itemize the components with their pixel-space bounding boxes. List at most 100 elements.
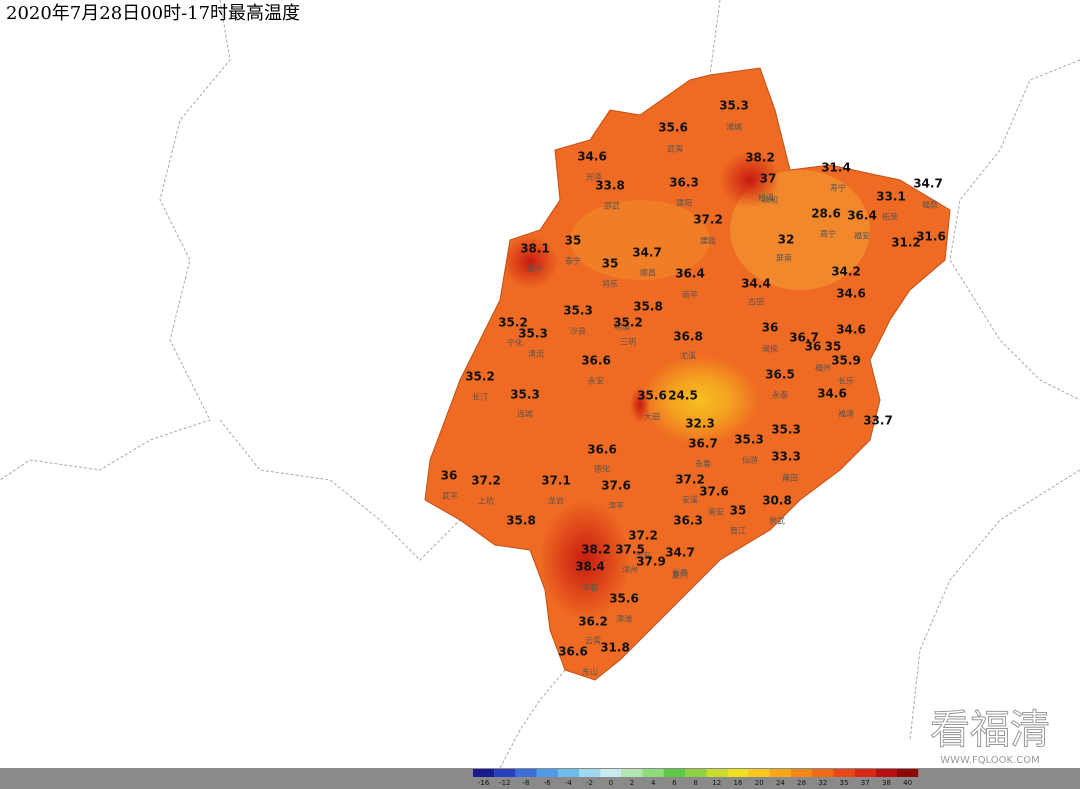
city-name: 福清	[838, 409, 854, 419]
city-name: 宁化	[507, 338, 523, 348]
temperature: 35.3	[734, 433, 764, 447]
city-name: 闽侯	[762, 345, 778, 354]
temperature: 36.4	[675, 267, 705, 281]
city-name: 沙县	[570, 327, 586, 336]
legend-swatch	[748, 769, 770, 777]
borders	[0, 0, 1080, 769]
temperature: 34.6	[836, 287, 866, 301]
city-name: 武平	[442, 491, 458, 501]
legend-tick: 28	[797, 779, 806, 787]
legend-tick: 2	[630, 779, 634, 787]
city-name: 福州	[815, 364, 831, 373]
temperature: 35	[825, 340, 842, 354]
temperature: 36.3	[669, 176, 699, 190]
temperature: 37.9	[636, 555, 666, 569]
heat-areas	[502, 152, 870, 620]
legend-tick: -6	[544, 779, 552, 787]
temperature: 34.4	[741, 277, 771, 291]
temperature: 38.2	[745, 151, 775, 165]
temperature-labels: 35.3 35.6 38.2 37 34.6 33.8 36.3 31.4 33.1 34.7 28…	[441, 99, 946, 659]
temperature: 38.4	[575, 560, 605, 574]
city-name: 东山	[582, 667, 598, 677]
temperature: 34.7	[632, 246, 662, 260]
city-name: 福鼎	[922, 201, 938, 210]
temperature: 36.4	[847, 209, 877, 223]
temperature: 35.2	[465, 370, 495, 384]
temperature: 35.8	[506, 514, 536, 528]
city-name: 柘荣	[882, 212, 898, 222]
legend-tick: -8	[523, 779, 530, 787]
city-name: 漳州	[622, 565, 638, 575]
city-name: 漳平	[608, 501, 624, 511]
temperature: 34.6	[817, 387, 847, 401]
legend-swatch	[536, 769, 558, 777]
temperature: 34.6	[836, 323, 866, 337]
legend-tick: 38	[882, 779, 891, 787]
legend-swatch	[494, 769, 516, 777]
city-name: 德化	[594, 464, 610, 474]
temperature: 34.6	[577, 150, 607, 164]
temperature: 36.5	[765, 368, 795, 382]
temperature: 35.9	[831, 354, 861, 368]
temperature: 35.6	[637, 389, 667, 403]
legend: -16 -12 -8 -6 -4 -2 0 2 4 6 8 12 16 20 24 28 32 35 37 38 40	[473, 769, 919, 787]
temperature: 33.7	[863, 414, 893, 428]
temperature: 32.3	[685, 417, 715, 431]
city-name: 华安	[635, 551, 651, 561]
legend-tick: 12	[712, 779, 721, 787]
temperature: 35.3	[719, 99, 749, 113]
temperature: 36.6	[587, 443, 617, 457]
city-name: 尤溪	[680, 351, 696, 361]
city-name: 建阳	[676, 198, 692, 208]
temperature: 36	[441, 469, 458, 483]
legend-tick: 6	[672, 779, 677, 787]
legend-swatch	[875, 769, 897, 777]
legend-tick: 20	[755, 779, 764, 787]
temperature: 37.2	[693, 213, 723, 227]
temperature: 37.1	[541, 474, 571, 488]
temperature: 37.2	[628, 529, 658, 543]
temperature: 35.6	[658, 121, 688, 135]
legend-swatch	[833, 769, 855, 777]
city-name: 崇武	[769, 516, 785, 526]
city-name: 南平	[682, 290, 698, 300]
legend-swatch	[769, 769, 791, 777]
legend-swatch	[685, 769, 707, 777]
city-name: 莆田	[782, 473, 798, 483]
legend-tick: 32	[818, 779, 827, 787]
city-name: 厦门	[672, 570, 688, 580]
legend-swatch	[706, 769, 728, 777]
temperature: 35.3	[771, 423, 801, 437]
city-name: 云霄	[585, 637, 601, 646]
city-name: 安溪	[682, 495, 698, 505]
temperature: 35	[602, 257, 619, 271]
legend-tick: 4	[651, 779, 656, 787]
watermark-url: WWW.FQLOOK.COM	[940, 755, 1040, 766]
city-name: 泰宁	[565, 256, 581, 266]
temperature: 34.7	[665, 546, 695, 560]
city-name: 福安	[854, 231, 870, 241]
city-name: 顺昌	[640, 269, 656, 278]
temperature: 31.2	[891, 236, 921, 250]
temperature: 36	[762, 321, 779, 335]
legend-swatch	[642, 769, 664, 777]
temperature: 35.6	[609, 592, 639, 606]
city-name: 古田	[748, 297, 764, 307]
temperature: 33.1	[876, 190, 906, 204]
temperature: 30.8	[762, 494, 792, 508]
city-name: 南安	[708, 507, 724, 517]
city-name: 长汀	[472, 392, 488, 402]
legend-tick: -2	[586, 779, 593, 787]
city-name: 上杭	[478, 496, 494, 506]
legend-swatch	[854, 769, 876, 777]
city-name: 长乐	[838, 376, 854, 386]
legend-tick: 8	[693, 779, 697, 787]
city-name: 漳浦	[616, 614, 632, 624]
legend-swatch	[663, 769, 685, 777]
legend-tick: 40	[903, 779, 912, 787]
temperature: 38.2	[581, 543, 611, 557]
temperature: 35.3	[510, 388, 540, 402]
city-name: 清流	[528, 349, 544, 359]
